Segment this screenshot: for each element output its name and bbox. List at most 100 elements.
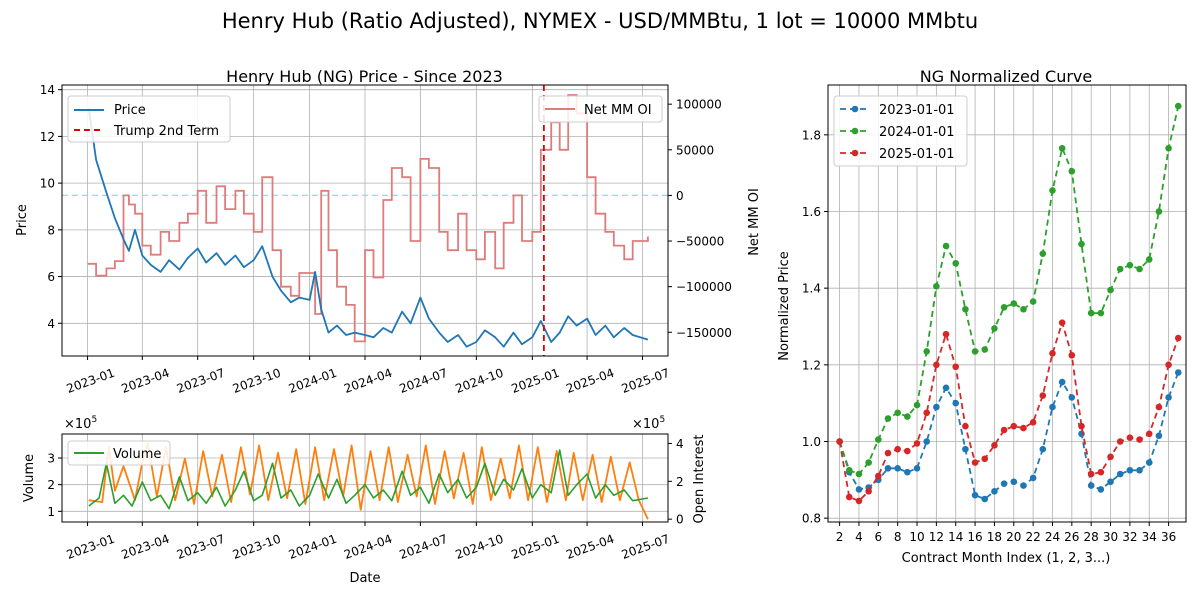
curve-point [1039,445,1047,453]
curve-xtick-label: 24 [1045,530,1060,544]
volume-xtick-label: 2025-07 [620,532,672,562]
curve-point [855,486,863,493]
curve-xtick-label: 26 [1064,530,1079,544]
curve-point [1097,486,1105,493]
curve-yticks: 0.8 1.0 1.2 1.4 1.6 1.8 [802,128,828,526]
curve-point [865,459,872,466]
curve-point [1068,167,1076,175]
curve-axes-frame [827,84,1187,523]
curve-point [1039,250,1047,257]
curve-point [1165,394,1172,401]
curve-xlabel: Contract Month Index (1, 2, 3...) [902,551,1111,566]
price-ytick-label: 12 [40,130,55,144]
curve-series-2024-01-01 [836,102,1182,478]
curve-point [1058,319,1066,326]
curve-point [981,455,989,463]
net-mm-oi-ylabel: Net MM OI [747,188,762,256]
price-ytick-label: 4 [47,317,55,331]
open-interest-ylabel: Open Interest [692,435,707,524]
net-mm-ytick-label: 100000 [676,98,722,112]
price-ylabel: Price [15,204,30,236]
curve-point [1010,300,1018,307]
price-panel: Henry Hub (NG) Price - Since 2023 4 6 8 10 1… [15,67,762,396]
volume-xtick-label: 2023-10 [231,532,283,562]
curve-xtick-label: 14 [948,530,963,544]
curve-point [1078,240,1085,248]
curve-point [952,363,960,371]
net-mm-ytick-label: 0 [676,189,684,203]
volume-xticks: 2023-01 2023-04 2023-07 2023-10 2024-01 2024-… [65,522,672,562]
volume-xtick-label: 2024-01 [287,532,339,562]
curve-point [962,305,969,313]
curve-point [1174,334,1182,342]
curve-point [1116,265,1124,273]
net-mm-oi-series [87,94,649,343]
curve-point [991,488,998,495]
price-xtick-label: 2024-04 [342,366,394,396]
curve-xtick-label: 30 [1103,530,1118,544]
curve-point [913,440,921,447]
curve-point [1058,378,1066,386]
volume-xtick-label: 2023-04 [119,532,171,562]
curve-point [904,413,911,420]
volume-ytick-label: 2 [47,478,55,492]
curve-point [923,438,930,445]
curve-point [1058,144,1066,152]
curve-point [1107,453,1114,461]
curve-xtick-label: 12 [929,530,944,544]
curve-ytick-label: 1.6 [802,205,821,219]
curve-series [836,102,1182,505]
price-ytick-label: 6 [47,270,55,284]
curve-point [1107,286,1114,294]
price-ytick-label: 10 [40,177,55,191]
curve-point [1049,350,1056,357]
volume-xtick-label: 2024-10 [453,532,505,562]
curve-point [894,445,901,453]
curve-point [884,465,892,472]
open-interest-ytick-label: 2 [676,475,684,489]
net-mm-ytick-label: −150000 [676,326,732,340]
price-xtick-label: 2024-01 [287,366,339,396]
price-xtick-label: 2025-01 [509,366,561,396]
figure-title: Henry Hub (Ratio Adjusted), NYMEX - USD/… [222,9,978,33]
curve-xtick-label: 20 [1006,530,1021,544]
net-mm-ytick-label: −50000 [676,235,724,249]
curve-point [923,348,930,355]
legend-trump-label: Trump 2nd Term [113,124,219,139]
volume-legend: Volume [67,440,171,466]
curve-point [913,401,921,409]
volume-xtick-label: 2025-04 [564,532,616,562]
curve-point [1087,470,1095,478]
curve-point [904,468,911,476]
curve-point [845,466,853,474]
curve-point [1145,430,1153,438]
curve-point [962,422,969,430]
curve-point [845,493,853,501]
curve-xtick-label: 8 [894,530,902,544]
curve-point [865,488,872,495]
curve-point [1029,298,1037,305]
curve-ylabel: Normalized Price [777,251,792,361]
curve-xtick-label: 28 [1084,530,1099,544]
price-xticks: 2023-01 2023-04 2023-07 2023-10 2024-01 2024-… [65,356,672,396]
volume-xtick-label: 2024-04 [342,532,394,562]
curve-xtick-label: 22 [1025,530,1040,544]
curve-point [1068,351,1076,359]
volume-xtick-label: 2023-01 [65,532,117,562]
curve-point [952,259,960,267]
curve-point [1029,419,1037,426]
curve-point [981,495,989,503]
price-xtick-label: 2025-07 [620,366,672,396]
volume-xtick-label: 2025-01 [509,532,561,562]
curve-ytick-label: 1.4 [802,282,821,296]
curve-point [1078,422,1085,430]
curve-xtick-label: 6 [874,530,882,544]
curve-point [1020,482,1027,489]
curve-point [1107,478,1114,486]
curve-panel: NG Normalized Curve 0.8 1.0 1.2 1.4 1.6 1.8 2… [777,67,1187,566]
curve-point [1165,144,1172,152]
curve-point [991,325,998,332]
curve-line [838,319,1180,502]
price-yticks-right: −150000 −100000 −50000 0 50000 100000 [668,98,732,340]
